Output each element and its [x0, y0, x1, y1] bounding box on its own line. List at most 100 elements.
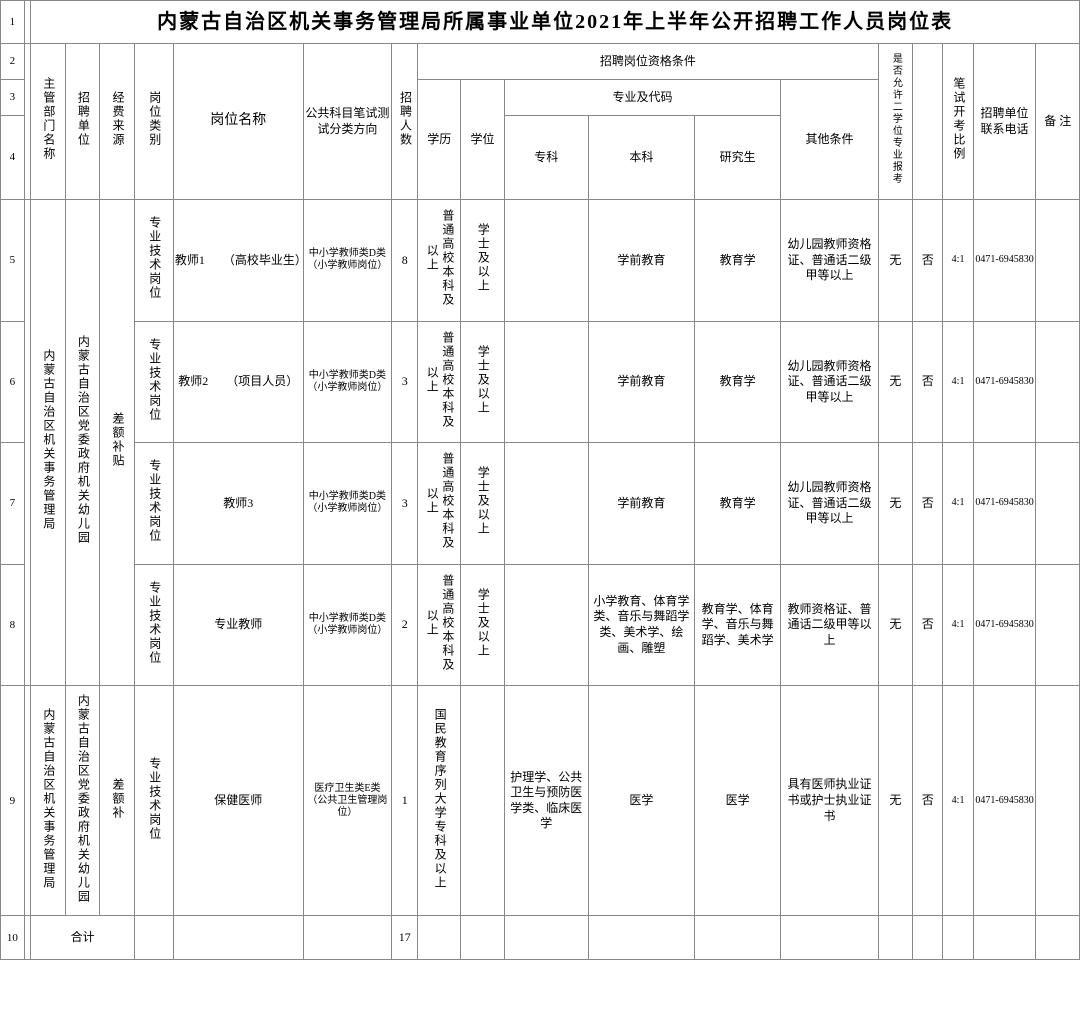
rownum: 3 [1, 80, 25, 116]
cell-subject: 中小学教师类D类（小学教师岗位） [303, 321, 392, 443]
h-edu: 学历 [418, 80, 461, 200]
cell-degree: 学士及以上 [461, 200, 504, 322]
table-row: 8 专业技术岗位 专业教师 中小学教师类D类（小学教师岗位） 2 普通高校本科及… [1, 564, 1080, 686]
cell-remark [1036, 321, 1080, 443]
h-remark: 备 注 [1036, 44, 1080, 200]
rownum: 8 [1, 564, 25, 686]
cell-phone: 0471-6945830 [973, 564, 1036, 686]
rownum: 7 [1, 443, 25, 565]
rownum: 9 [1, 686, 25, 916]
cell-degree: 学士及以上 [461, 321, 504, 443]
cell-phone: 0471-6945830 [973, 443, 1036, 565]
h-postype: 岗位类别 [134, 44, 173, 200]
h-majorgroup: 专业及代码 [504, 80, 781, 116]
cell-posname: 保健医师 [173, 686, 303, 916]
total-count: 17 [392, 916, 418, 960]
cell-ratioYN: 否 [913, 321, 943, 443]
cell-remark [1036, 564, 1080, 686]
table-row: 9 内蒙古自治区机关事务管理局 内蒙古自治区党委政府机关幼儿园 差额补 专业技术… [1, 686, 1080, 916]
h-other: 其他条件 [781, 80, 878, 200]
cell-ratio: 4:1 [943, 564, 973, 686]
table-title: 内蒙古自治区机关事务管理局所属事业单位2021年上半年公开招聘工作人员岗位表 [31, 1, 1080, 44]
cell-posname: 教师3 [173, 443, 303, 565]
cell-ratioYN: 否 [913, 564, 943, 686]
cell-phone: 0471-6945830 [973, 321, 1036, 443]
rownum: 4 [1, 116, 25, 200]
cell-phone: 0471-6945830 [973, 686, 1036, 916]
h-posname: 岗位名称 [173, 44, 303, 200]
cell-yjs: 教育学 [694, 321, 780, 443]
cell-allow2nd: 无 [878, 321, 913, 443]
h-phone: 招聘单位联系电话 [973, 44, 1036, 200]
cell-subject: 中小学教师类D类（小学教师岗位） [303, 200, 392, 322]
cell-fund: 差额补贴 [100, 200, 135, 686]
h-allow2nd: 是否允许二学位专业报考 [878, 44, 913, 200]
cell-subject: 中小学教师类D类（小学教师岗位） [303, 443, 392, 565]
rownum: 2 [1, 44, 25, 80]
cell-edu: 国民教育序列大学专科及以上 [418, 686, 461, 916]
cell-count: 3 [392, 321, 418, 443]
cell-posname: 专业教师 [173, 564, 303, 686]
h-bk: 本科 [588, 116, 694, 200]
recruitment-table: 1 内蒙古自治区机关事务管理局所属事业单位2021年上半年公开招聘工作人员岗位表… [0, 0, 1080, 960]
title-row: 1 内蒙古自治区机关事务管理局所属事业单位2021年上半年公开招聘工作人员岗位表 [1, 1, 1080, 44]
cell-allow2nd: 无 [878, 200, 913, 322]
cell-other: 幼儿园教师资格证、普通话二级甲等以上 [781, 443, 878, 565]
cell-allow2nd: 无 [878, 443, 913, 565]
cell-bk: 学前教育 [588, 200, 694, 322]
cell-postype: 专业技术岗位 [134, 443, 173, 565]
cell-zk: 护理学、公共卫生与预防医学类、临床医学 [504, 686, 588, 916]
cell-degree: 学士及以上 [461, 564, 504, 686]
cell-edu: 普通高校本科及以上 [418, 200, 461, 322]
cell-unit: 内蒙古自治区党委政府机关幼儿园 [65, 200, 100, 686]
h-ratio: 笔试开考比例 [943, 44, 973, 200]
cell-remark [1036, 200, 1080, 322]
table-row: 7 专业技术岗位 教师3 中小学教师类D类（小学教师岗位） 3 普通高校本科及以… [1, 443, 1080, 565]
cell-yjs: 教育学、体育学、音乐与舞蹈学、美术学 [694, 564, 780, 686]
cell-bk: 小学教育、体育学类、音乐与舞蹈学类、美术学、绘画、雕塑 [588, 564, 694, 686]
table-row: 6 专业技术岗位 教师2 （项目人员） 中小学教师类D类（小学教师岗位） 3 普… [1, 321, 1080, 443]
cell-zk [504, 564, 588, 686]
cell-subject: 医疗卫生类E类（公共卫生管理岗位） [303, 686, 392, 916]
table-row: 5 内蒙古自治区机关事务管理局 内蒙古自治区党委政府机关幼儿园 差额补贴 专业技… [1, 200, 1080, 322]
rownum: 5 [1, 200, 25, 322]
cell-count: 2 [392, 564, 418, 686]
total-row: 10 合计 17 [1, 916, 1080, 960]
cell-bk: 学前教育 [588, 321, 694, 443]
cell-other: 教师资格证、普通话二级甲等以上 [781, 564, 878, 686]
cell-yjs: 教育学 [694, 200, 780, 322]
cell-phone: 0471-6945830 [973, 200, 1036, 322]
rownum: 10 [1, 916, 25, 960]
cell-allow2nd: 无 [878, 564, 913, 686]
cell-zk [504, 443, 588, 565]
cell-count: 1 [392, 686, 418, 916]
cell-remark [1036, 686, 1080, 916]
h-ratioYN [913, 44, 943, 200]
cell-ratio: 4:1 [943, 200, 973, 322]
cell-zk [504, 321, 588, 443]
total-label: 合计 [31, 916, 135, 960]
cell-edu: 普通高校本科及以上 [418, 564, 461, 686]
cell-bk: 医学 [588, 686, 694, 916]
cell-dept: 内蒙古自治区机关事务管理局 [31, 686, 66, 916]
h-subject: 公共科目笔试测试分类方向 [303, 44, 392, 200]
h-count: 招聘人数 [392, 44, 418, 200]
cell-posname: 教师2 （项目人员） [173, 321, 303, 443]
cell-postype: 专业技术岗位 [134, 200, 173, 322]
cell-posname: 教师1 （高校毕业生） [173, 200, 303, 322]
cell-edu: 普通高校本科及以上 [418, 443, 461, 565]
cell-other: 幼儿园教师资格证、普通话二级甲等以上 [781, 321, 878, 443]
cell-ratio: 4:1 [943, 321, 973, 443]
cell-fund: 差额补 [100, 686, 135, 916]
h-yjs: 研究生 [694, 116, 780, 200]
cell-other: 具有医师执业证书或护士执业证书 [781, 686, 878, 916]
cell-other: 幼儿园教师资格证、普通话二级甲等以上 [781, 200, 878, 322]
cell-postype: 专业技术岗位 [134, 686, 173, 916]
cell-unit: 内蒙古自治区党委政府机关幼儿园 [65, 686, 100, 916]
cell-remark [1036, 443, 1080, 565]
cell-postype: 专业技术岗位 [134, 321, 173, 443]
cell-edu: 普通高校本科及以上 [418, 321, 461, 443]
cell-degree: 学士及以上 [461, 443, 504, 565]
h-unit: 招聘单位 [65, 44, 100, 200]
cell-ratio: 4:1 [943, 443, 973, 565]
